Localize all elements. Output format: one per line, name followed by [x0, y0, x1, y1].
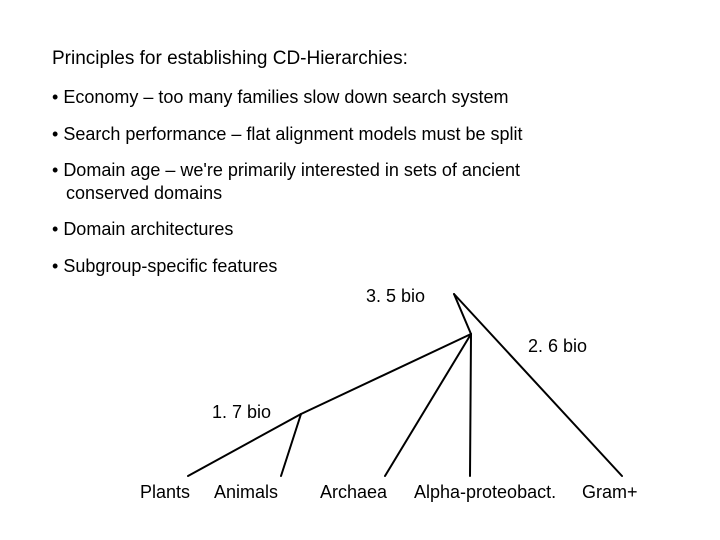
bullet-text: Domain age – we're primarily interested … — [63, 160, 520, 180]
tree-node-label: 2. 6 bio — [528, 336, 587, 357]
bullet-item: Domain age – we're primarily interested … — [52, 159, 668, 204]
bullet-item: Domain architectures — [52, 218, 668, 241]
tree-leaf-label: Alpha-proteobact. — [414, 482, 556, 503]
bullet-text-cont: conserved domains — [52, 182, 668, 205]
bullet-item: Economy – too many families slow down se… — [52, 86, 668, 109]
bullet-item: Subgroup-specific features — [52, 255, 668, 278]
bullet-text: Domain architectures — [63, 219, 233, 239]
bullet-text: Economy – too many families slow down se… — [63, 87, 508, 107]
bullet-list: Economy – too many families slow down se… — [52, 86, 668, 277]
text-content: Principles for establishing CD-Hierarchi… — [0, 0, 720, 277]
tree-node-label: 1. 7 bio — [212, 402, 271, 423]
tree-root-label: 3. 5 bio — [366, 286, 425, 307]
tree-leaf-label: Archaea — [320, 482, 387, 503]
bullet-text: Search performance – flat alignment mode… — [63, 124, 522, 144]
bullet-text: Subgroup-specific features — [63, 256, 277, 276]
tree-leaf-label: Animals — [214, 482, 278, 503]
page-title: Principles for establishing CD-Hierarchi… — [52, 48, 668, 70]
bullet-item: Search performance – flat alignment mode… — [52, 123, 668, 146]
tree-leaf-label: Gram+ — [582, 482, 638, 503]
tree-leaf-label: Plants — [140, 482, 190, 503]
